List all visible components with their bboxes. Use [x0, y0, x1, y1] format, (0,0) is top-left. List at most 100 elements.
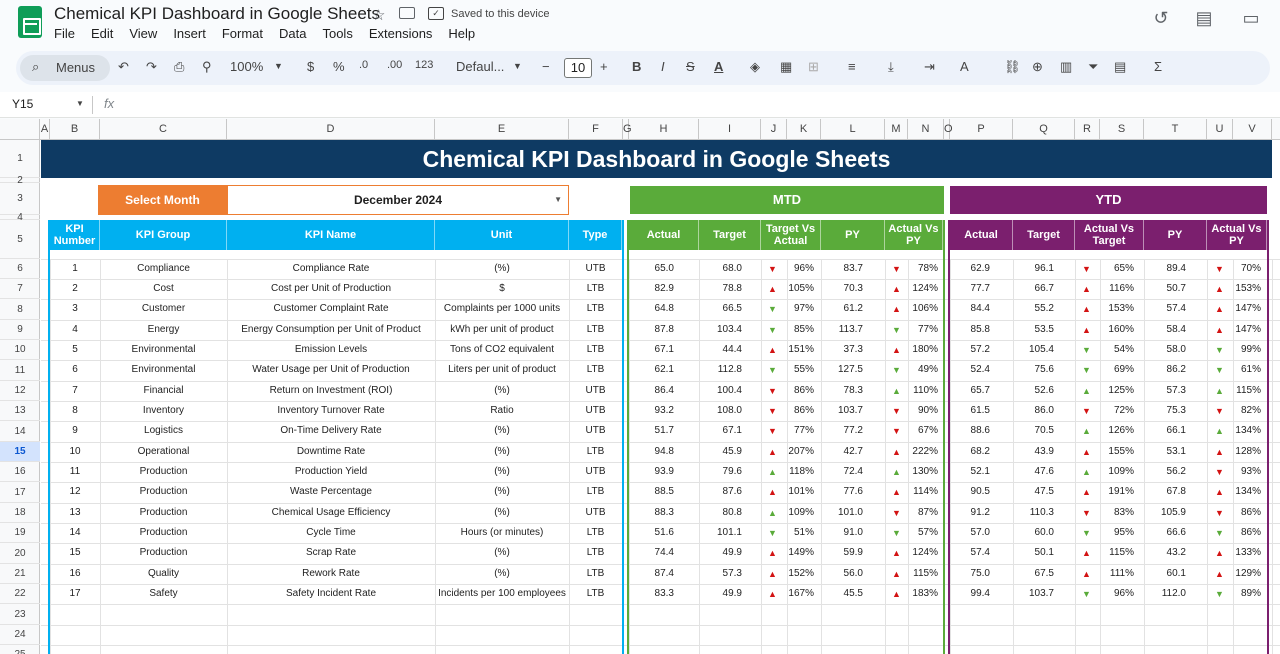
row-header[interactable]: 16 — [0, 462, 40, 482]
row-header[interactable]: 25 — [0, 645, 40, 654]
star-icon[interactable]: ☆ — [372, 7, 386, 24]
text-wrapping-icon[interactable]: ⇥ — [924, 59, 935, 74]
increase-font-size-icon[interactable]: + — [600, 59, 608, 74]
column-header[interactable]: C — [100, 119, 227, 140]
row-header[interactable]: 3 — [0, 183, 40, 215]
decrease-font-size-icon[interactable]: − — [542, 59, 550, 74]
menu-help[interactable]: Help — [448, 26, 476, 41]
more-formats-button[interactable]: 123 — [415, 59, 434, 71]
document-title[interactable]: Chemical KPI Dashboard in Google Sheets — [54, 4, 381, 23]
strikethrough-icon[interactable]: S — [686, 59, 695, 74]
row-header[interactable]: 14 — [0, 421, 40, 442]
column-header[interactable]: R — [1075, 119, 1100, 140]
menu-file[interactable]: File — [54, 26, 75, 41]
print-icon[interactable]: ⎙ — [174, 59, 185, 74]
version-history-icon[interactable]: ↺ — [1153, 8, 1169, 28]
insert-link-icon[interactable]: ⛓ — [1004, 59, 1021, 74]
column-header[interactable]: H — [629, 119, 699, 140]
menu-insert[interactable]: Insert — [173, 26, 206, 41]
column-header[interactable]: U — [1207, 119, 1233, 140]
functions-button[interactable]: Σ — [1154, 59, 1163, 74]
row-header[interactable]: 15 — [0, 442, 40, 462]
row-header[interactable]: 13 — [0, 401, 40, 421]
row-header[interactable]: 7 — [0, 279, 40, 299]
sheets-logo-icon[interactable] — [18, 6, 42, 38]
row-header[interactable]: 6 — [0, 259, 40, 279]
row-header[interactable]: 11 — [0, 360, 40, 381]
horizontal-align-icon[interactable]: ≡ — [848, 59, 856, 74]
column-header[interactable]: N — [908, 119, 944, 140]
row-header[interactable]: 22 — [0, 584, 40, 604]
row-header[interactable]: 10 — [0, 340, 40, 360]
menu-view[interactable]: View — [129, 26, 158, 41]
row-header[interactable]: 4 — [0, 213, 40, 223]
comments-icon[interactable]: ▤ — [1195, 8, 1213, 28]
row-header[interactable]: 18 — [0, 503, 40, 523]
row-header[interactable]: 1 — [0, 140, 40, 178]
column-header[interactable]: K — [787, 119, 821, 140]
column-header[interactable]: S — [1100, 119, 1144, 140]
vertical-align-icon[interactable]: ⤓ — [888, 59, 894, 74]
name-box-chevron-down-icon[interactable]: ▼ — [76, 99, 84, 108]
chevron-down-icon[interactable]: ▼ — [554, 195, 562, 204]
row-header[interactable]: 12 — [0, 381, 40, 401]
undo-icon[interactable]: ↶ — [118, 59, 129, 74]
column-header[interactable]: I — [699, 119, 761, 140]
filter-icon[interactable]: ⏷ — [1088, 59, 1099, 74]
formula-input[interactable] — [128, 95, 1268, 115]
filter-views-icon[interactable]: ▤ — [1114, 59, 1127, 74]
column-header[interactable]: A — [40, 119, 50, 140]
text-rotation-icon[interactable]: A — [960, 59, 969, 74]
move-folder-icon[interactable] — [399, 7, 415, 19]
text-color-button[interactable]: A — [714, 59, 724, 74]
column-header[interactable]: O — [944, 119, 953, 140]
meet-icon[interactable]: ▭ — [1242, 8, 1260, 28]
row-header[interactable]: 9 — [0, 320, 40, 340]
column-header[interactable]: D — [227, 119, 435, 140]
column-header[interactable]: T — [1144, 119, 1207, 140]
menu-format[interactable]: Format — [221, 26, 263, 41]
currency-format-button[interactable]: $ — [307, 59, 315, 74]
font-size-input[interactable]: 10 — [564, 58, 592, 78]
select-all-corner[interactable] — [0, 119, 40, 140]
increase-decimal-button[interactable]: .00 — [387, 59, 403, 71]
name-box[interactable]: Y15 — [12, 97, 34, 111]
row-header[interactable]: 23 — [0, 604, 40, 625]
menu-data[interactable]: Data — [279, 26, 307, 41]
menu-edit[interactable]: Edit — [90, 26, 114, 41]
italic-button[interactable]: I — [661, 59, 665, 74]
menu-tools[interactable]: Tools — [322, 26, 353, 41]
row-header[interactable]: 8 — [0, 299, 40, 320]
decrease-decimal-button[interactable]: .0 — [359, 59, 369, 71]
column-header[interactable]: Q — [1013, 119, 1075, 140]
font-select[interactable]: Defaul... — [456, 59, 505, 74]
row-header[interactable]: 20 — [0, 543, 40, 564]
redo-icon[interactable]: ↷ — [146, 59, 157, 74]
merge-cells-icon[interactable]: ⊞ — [808, 59, 819, 74]
column-header[interactable]: F — [569, 119, 623, 140]
month-dropdown[interactable]: December 2024 ▼ — [227, 185, 569, 215]
row-header[interactable]: 17 — [0, 482, 40, 503]
borders-icon[interactable]: ▦ — [780, 59, 793, 74]
column-header[interactable]: M — [885, 119, 908, 140]
column-header[interactable]: V — [1233, 119, 1272, 140]
insert-chart-icon[interactable]: ▥ — [1060, 59, 1073, 74]
zoom-chevron-down-icon[interactable]: ▼ — [274, 61, 283, 71]
bold-button[interactable]: B — [632, 59, 642, 74]
font-chevron-down-icon[interactable]: ▼ — [513, 61, 522, 71]
column-header[interactable]: G — [623, 119, 632, 140]
paint-format-icon[interactable]: ⚲ — [202, 59, 212, 74]
row-header[interactable]: 5 — [0, 220, 40, 259]
column-header[interactable]: P — [950, 119, 1013, 140]
row-header[interactable]: 2 — [0, 176, 40, 186]
row-header[interactable]: 24 — [0, 625, 40, 645]
column-header[interactable]: L — [821, 119, 885, 140]
fill-color-icon[interactable]: ◈ — [750, 59, 760, 74]
column-header[interactable]: E — [435, 119, 569, 140]
percent-format-button[interactable]: % — [333, 59, 345, 74]
column-header[interactable]: B — [50, 119, 100, 140]
search-menus-button[interactable]: ⌕ Menus — [20, 55, 110, 81]
menu-extensions[interactable]: Extensions — [368, 26, 433, 41]
row-header[interactable]: 19 — [0, 523, 40, 543]
